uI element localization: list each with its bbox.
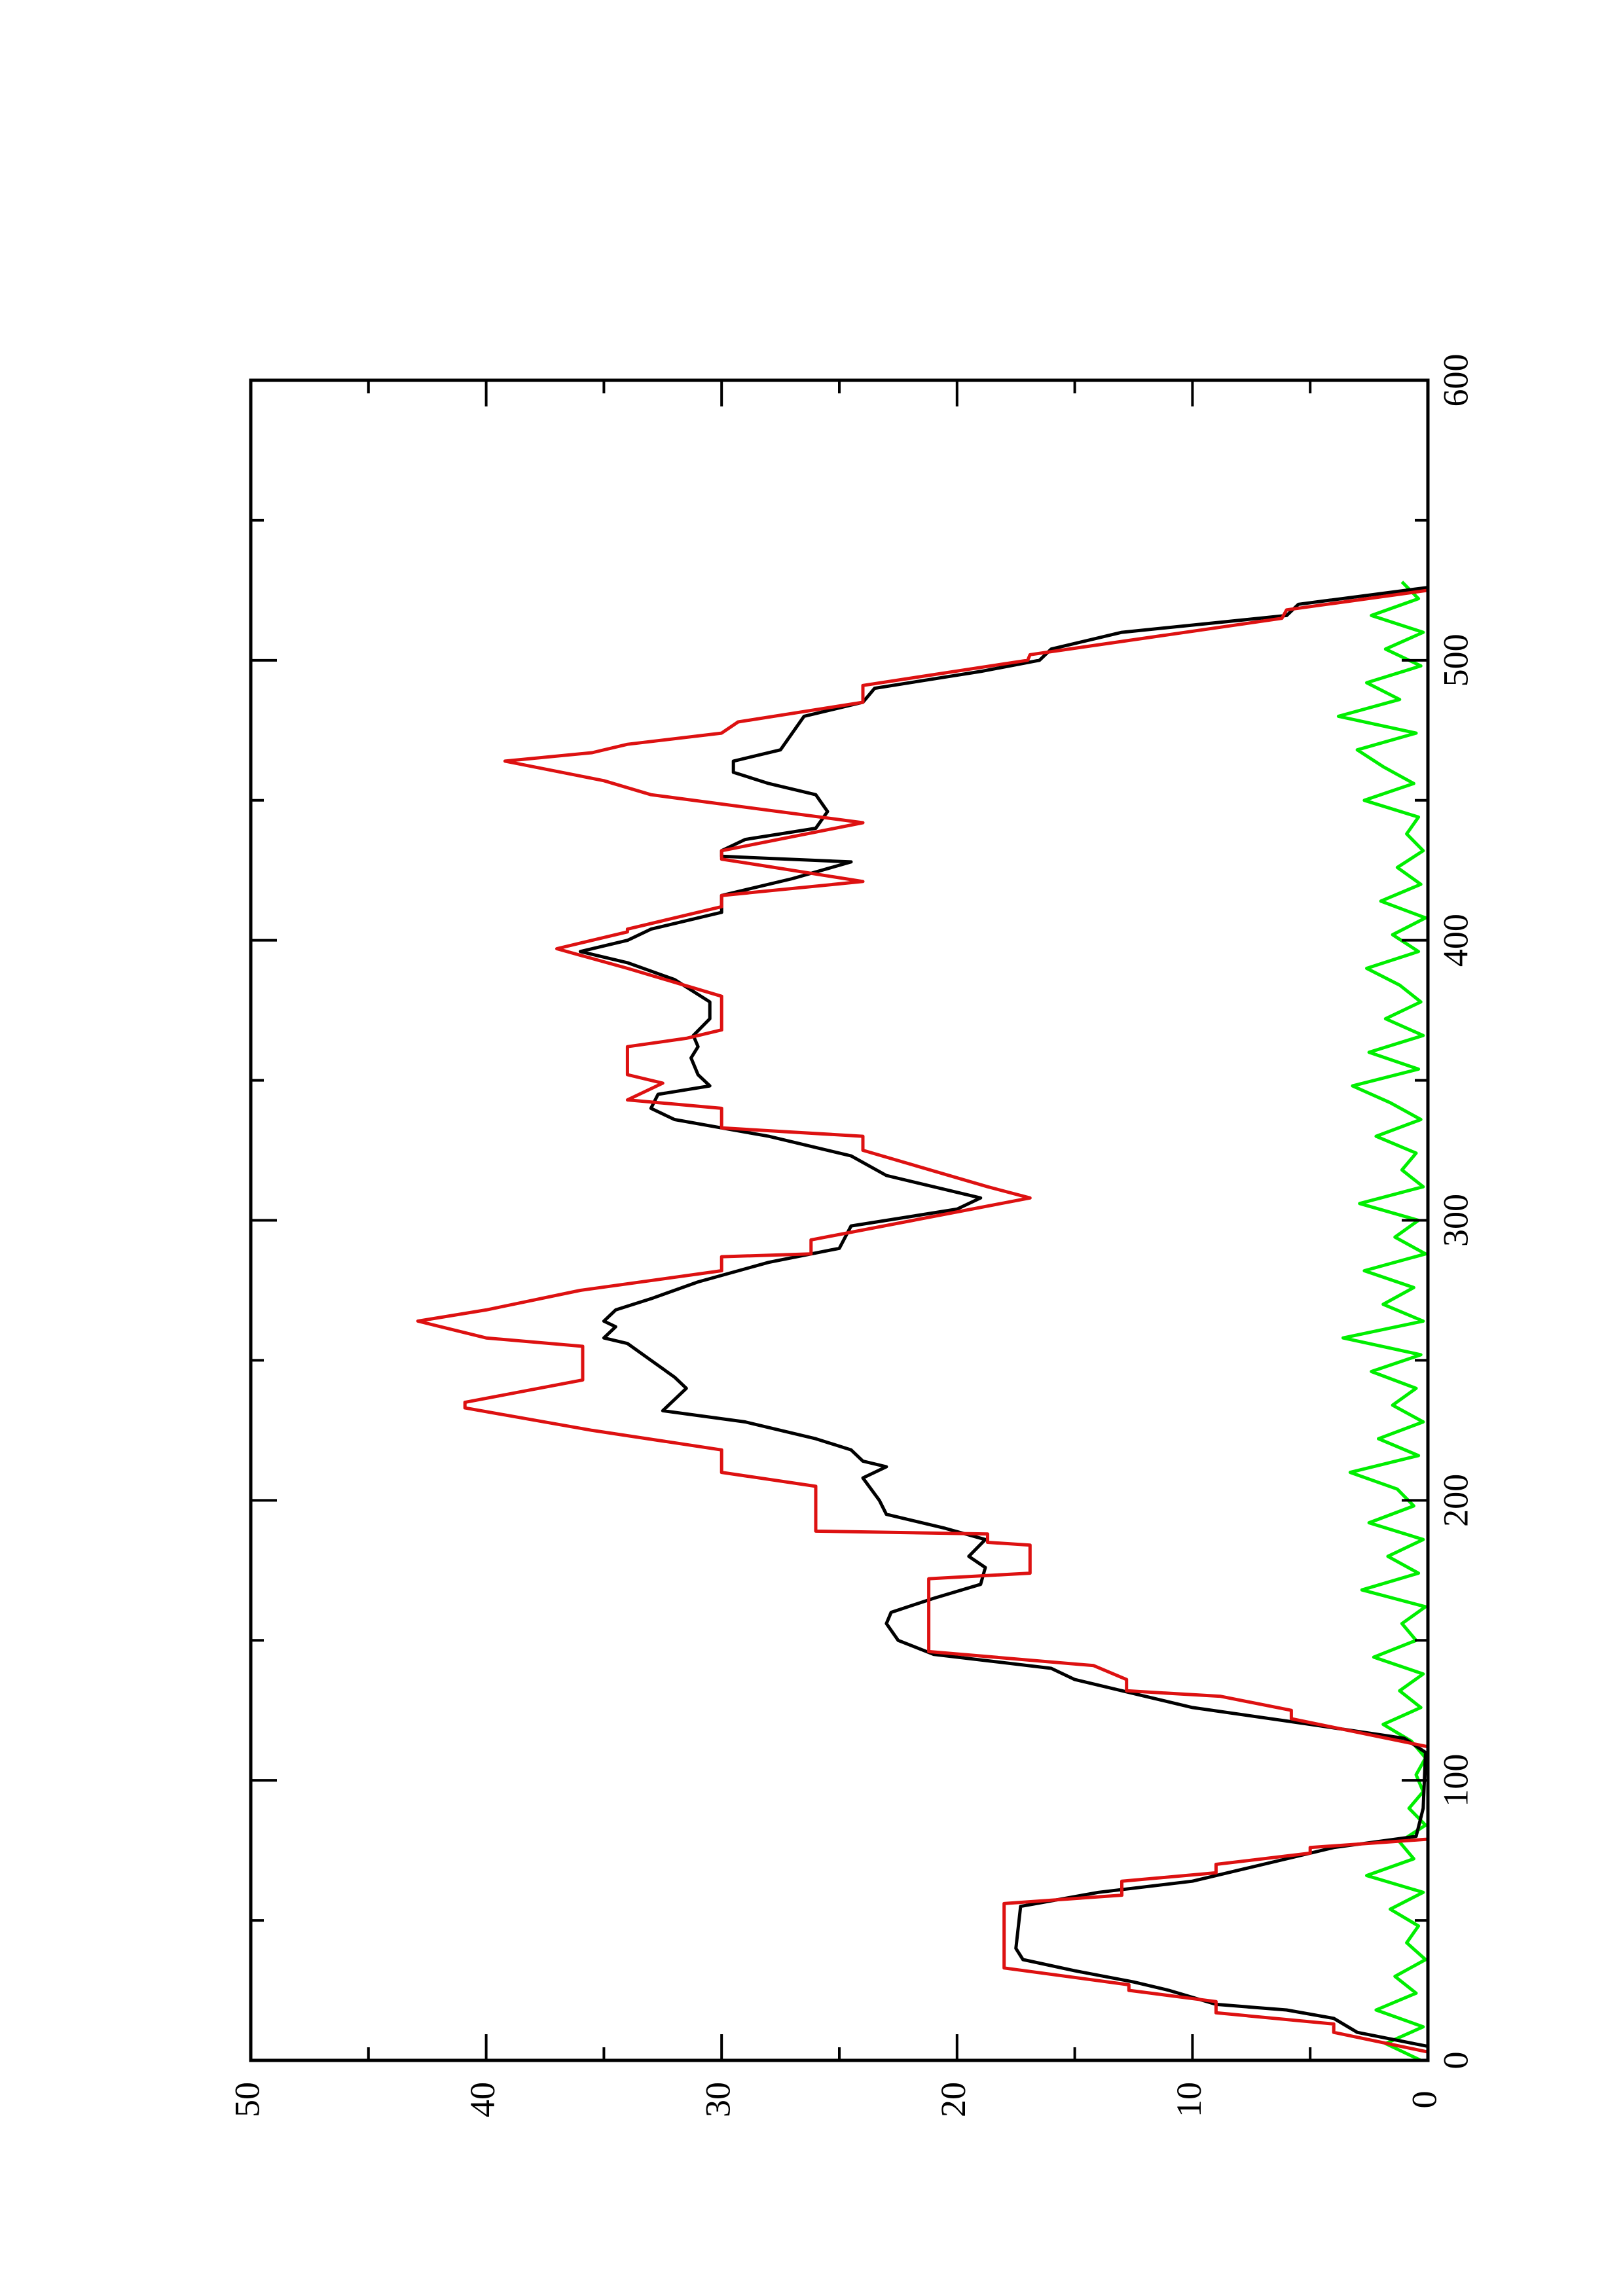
- y-tick-label: 0: [1404, 2091, 1444, 2109]
- x-tick-label: 200: [1436, 1474, 1475, 1527]
- x-tick-label: 100: [1436, 1754, 1475, 1807]
- series-line: [578, 586, 1429, 2049]
- x-tick-label: 600: [1436, 354, 1475, 407]
- y-tick-label: 40: [463, 2082, 502, 2117]
- x-tick-label: 300: [1436, 1194, 1475, 1247]
- series-line: [416, 588, 1430, 2054]
- x-tick-label: 500: [1436, 634, 1475, 687]
- series-line: [1336, 581, 1427, 2062]
- y-tick-label: 10: [1169, 2082, 1209, 2117]
- y-tick-label: 20: [934, 2082, 973, 2117]
- x-tick-label: 0: [1436, 2052, 1475, 2070]
- y-tick-label: 30: [699, 2082, 738, 2117]
- plot-frame: [249, 378, 1430, 2062]
- y-tick-label: 50: [227, 2082, 266, 2117]
- x-tick-label: 400: [1436, 914, 1475, 967]
